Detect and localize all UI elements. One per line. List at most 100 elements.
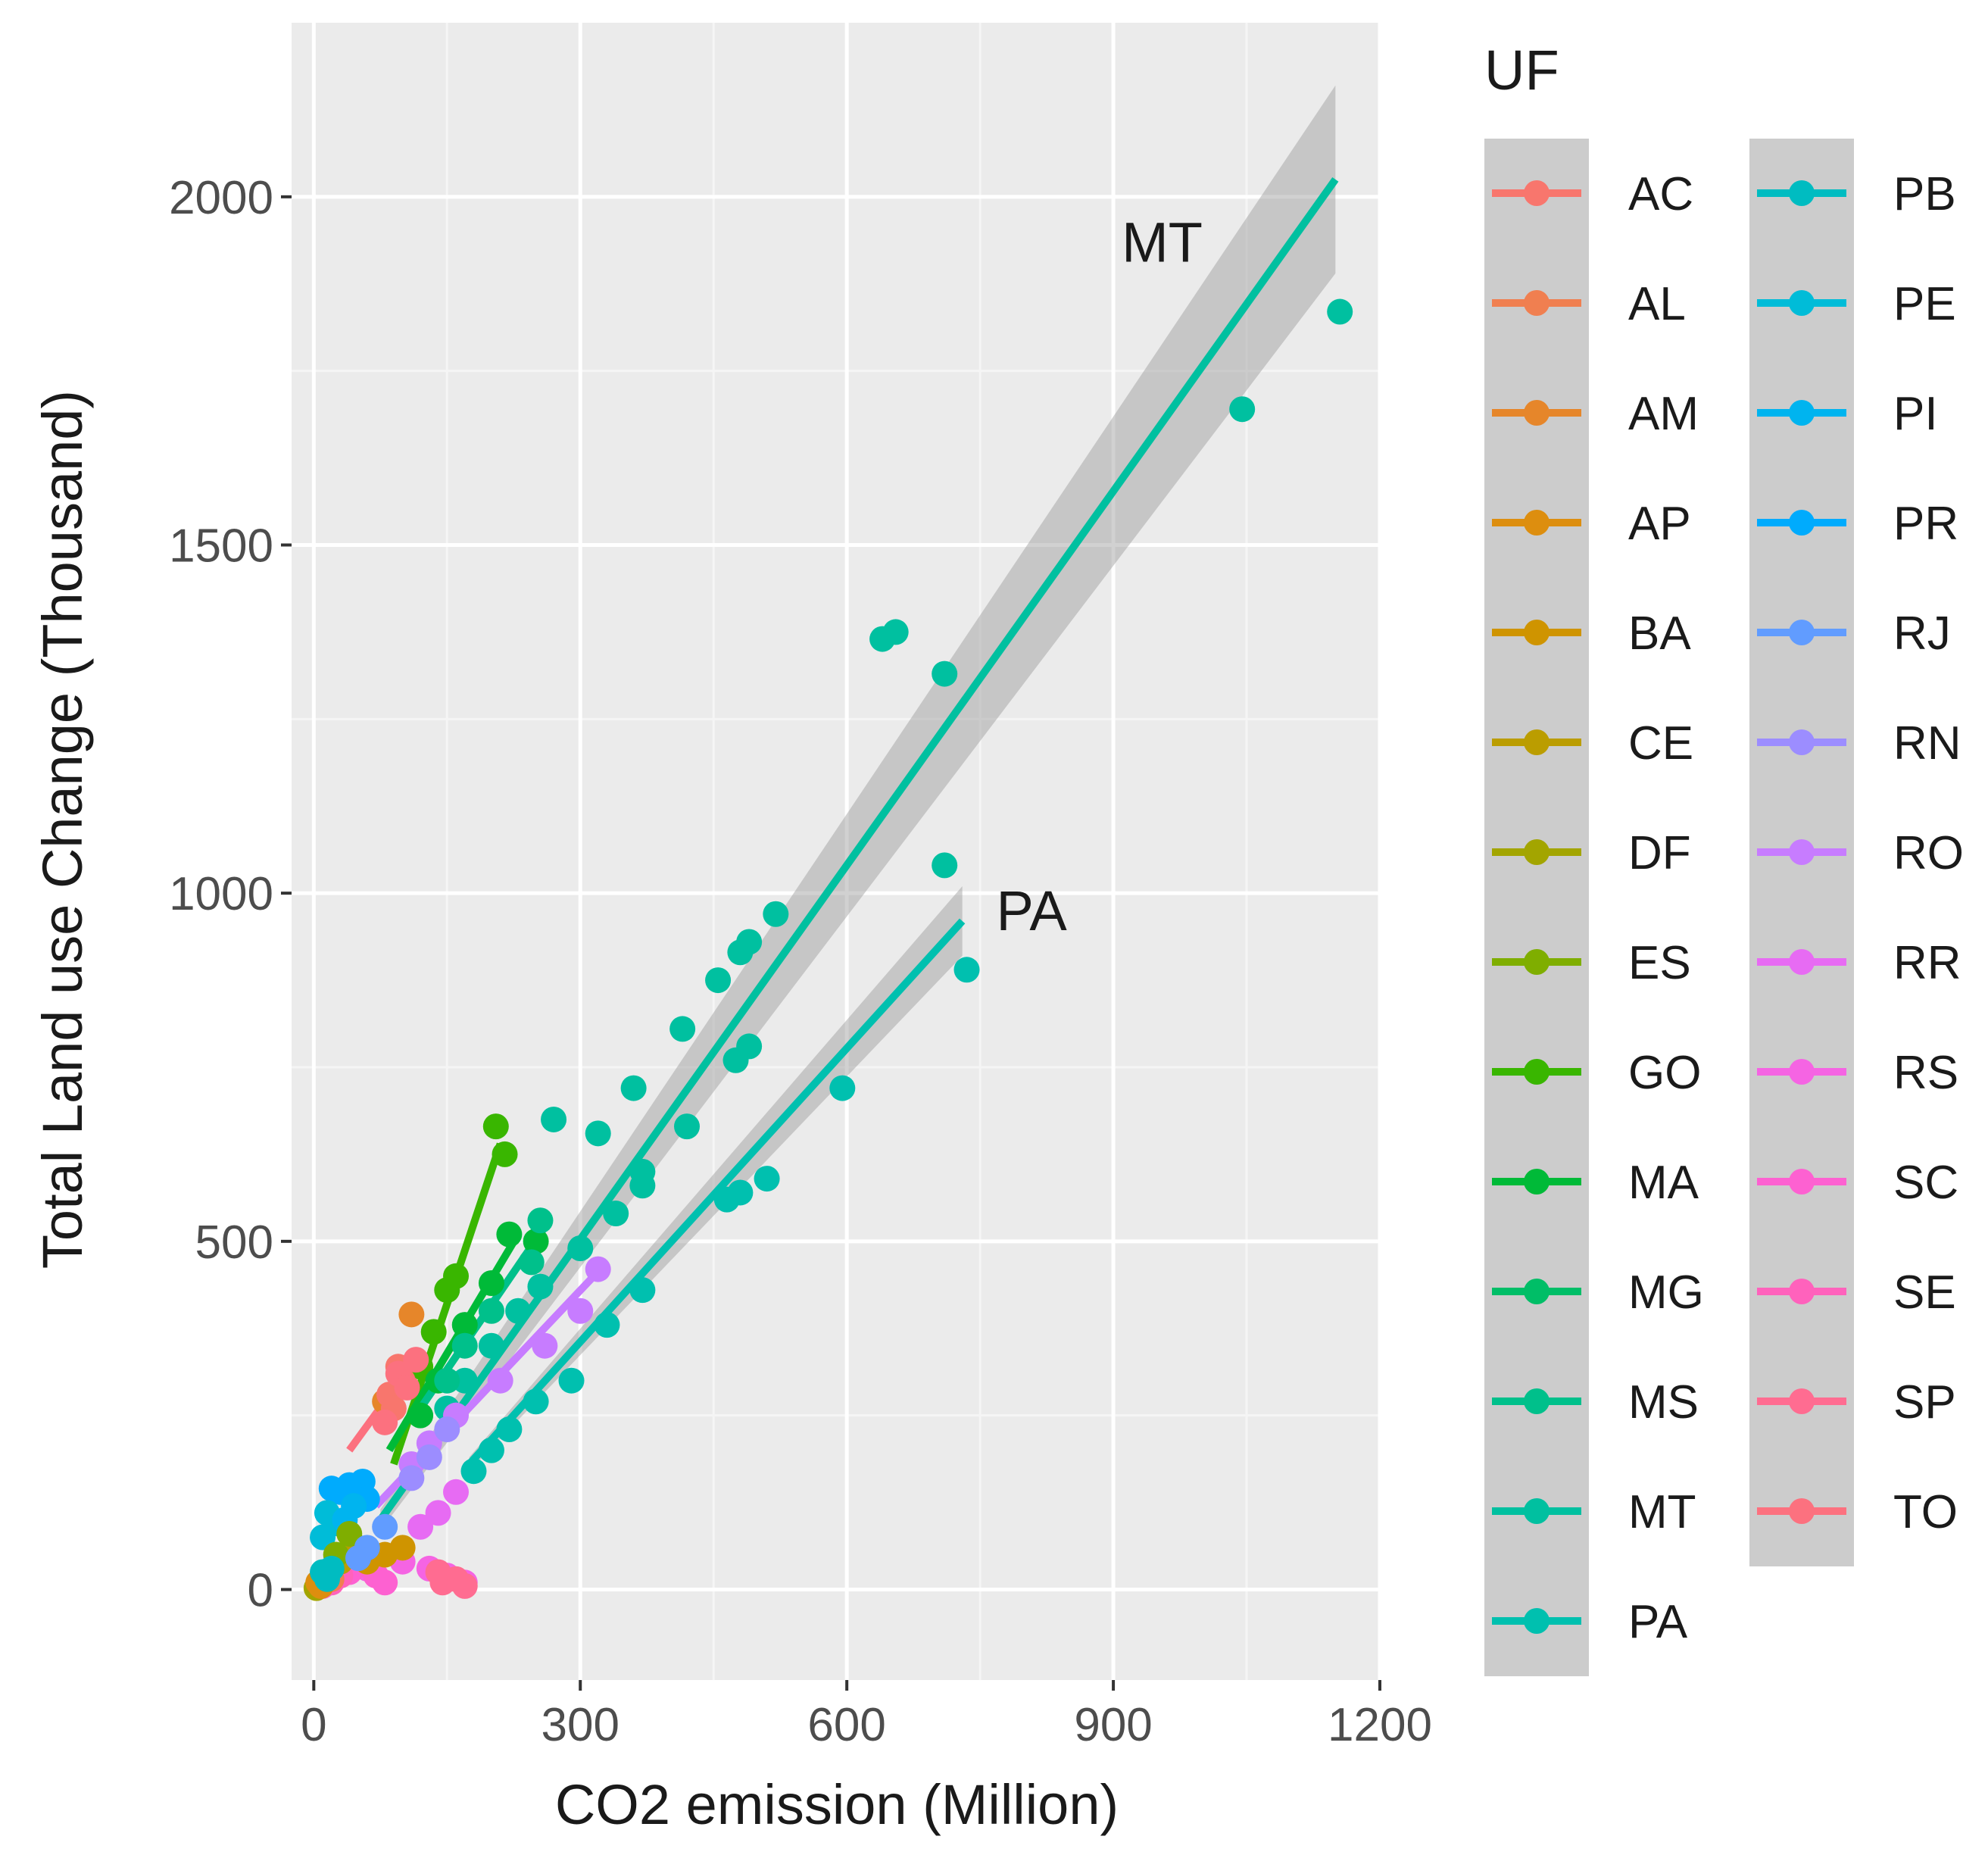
point-mt — [620, 1075, 647, 1101]
legend-key-point — [1524, 949, 1550, 975]
legend-key-point — [1789, 839, 1815, 865]
point-ma — [523, 1228, 549, 1254]
legend-key-point — [1789, 290, 1815, 316]
point-ro — [585, 1256, 611, 1282]
legend-key-point — [1524, 1169, 1550, 1195]
annotations: MT PA — [997, 211, 1203, 943]
legend-label-rj: RJ — [1893, 607, 1951, 660]
y-tick-label: 1500 — [169, 520, 273, 572]
legend-key-point — [1789, 1498, 1815, 1524]
point-mt — [478, 1332, 504, 1359]
data-points — [303, 298, 1353, 1601]
x-tick-label: 300 — [541, 1699, 619, 1751]
legend: UF AC AL AM AP BA CE DF ES GO MA MG MS MT PA PB PE PI PR R… — [1484, 39, 1964, 1676]
x-tick-label: 0 — [301, 1699, 326, 1751]
legend-key-point — [1789, 1279, 1815, 1304]
annotation-pa: PA — [997, 879, 1068, 942]
point-rn — [434, 1416, 460, 1443]
major-gridlines — [292, 23, 1382, 1680]
x-axis-ticks: 0 300 600 900 1200 — [301, 1680, 1432, 1751]
legend-title: UF — [1484, 39, 1559, 101]
point-mt — [1327, 298, 1353, 325]
legend-label-am: AM — [1628, 388, 1699, 440]
legend-label-pb: PB — [1893, 168, 1956, 220]
point-mt — [1229, 396, 1256, 423]
legend-label-pa: PA — [1628, 1596, 1688, 1648]
legend-label-mg: MG — [1628, 1266, 1704, 1319]
legend-label-ms: MS — [1628, 1376, 1699, 1429]
legend-label-df: DF — [1628, 827, 1691, 879]
point-to — [403, 1347, 429, 1373]
point-pa — [713, 1186, 740, 1213]
point-pa — [829, 1075, 856, 1101]
point-mt — [541, 1106, 567, 1132]
point-ma — [451, 1312, 478, 1338]
point-to — [394, 1374, 420, 1401]
point-ms — [527, 1207, 554, 1234]
point-mt — [932, 852, 958, 879]
legend-key-point — [1789, 510, 1815, 536]
point-mt — [527, 1273, 554, 1300]
point-rj — [372, 1513, 398, 1540]
legend-key-point — [1789, 1169, 1815, 1195]
point-ms — [451, 1332, 478, 1359]
legend-key-point — [1524, 620, 1550, 645]
legend-key-point — [1524, 510, 1550, 536]
legend-key-point — [1524, 180, 1550, 206]
legend-key-point — [1789, 400, 1815, 426]
point-pa — [558, 1367, 585, 1394]
legend-key-point — [1789, 180, 1815, 206]
point-rn — [416, 1444, 442, 1470]
point-go — [482, 1113, 509, 1140]
point-sp — [425, 1559, 451, 1585]
point-mt — [451, 1367, 478, 1394]
point-to — [372, 1409, 398, 1435]
point-mt — [669, 1016, 696, 1042]
legend-key-point — [1524, 729, 1550, 755]
point-ma — [496, 1221, 523, 1248]
legend-label-ce: CE — [1628, 717, 1693, 770]
point-rr — [443, 1479, 470, 1505]
y-tick-label: 2000 — [169, 172, 273, 224]
point-mt — [629, 1173, 656, 1199]
legend-label-mt: MT — [1628, 1486, 1696, 1538]
point-ro — [532, 1332, 558, 1359]
y-tick-label: 0 — [248, 1564, 273, 1616]
point-ms — [478, 1298, 504, 1324]
point-ma — [407, 1402, 434, 1429]
legend-label-al: AL — [1628, 278, 1686, 330]
point-es — [336, 1520, 363, 1547]
legend-key-point — [1524, 1388, 1550, 1414]
point-pb — [314, 1566, 340, 1592]
point-mt — [722, 1047, 749, 1073]
point-mt — [705, 967, 732, 994]
legend-key-point — [1524, 1059, 1550, 1085]
legend-label-se: SE — [1893, 1266, 1956, 1319]
point-sc — [372, 1569, 398, 1596]
legend-key-point — [1524, 290, 1550, 316]
regression-line-pa — [466, 918, 966, 1467]
point-mt — [567, 1235, 594, 1262]
x-axis-label: CO2 emission (Million) — [555, 1773, 1119, 1836]
point-pa — [629, 1277, 656, 1304]
legend-key-point — [1789, 1059, 1815, 1085]
point-ms — [434, 1367, 460, 1394]
point-pa — [523, 1388, 549, 1415]
legend-label-to: TO — [1893, 1486, 1958, 1538]
point-sp — [451, 1572, 478, 1599]
point-pe — [310, 1524, 336, 1551]
legend-key-point — [1789, 1388, 1815, 1414]
legend-label-rr: RR — [1893, 937, 1961, 989]
legend-label-ap: AP — [1628, 498, 1691, 550]
point-pa — [594, 1312, 620, 1338]
point-mt — [505, 1298, 532, 1324]
point-mt — [727, 939, 754, 966]
point-ma — [478, 1269, 504, 1296]
point-mt — [603, 1201, 629, 1227]
point-rr — [407, 1513, 434, 1540]
x-tick-label: 600 — [807, 1699, 885, 1751]
point-mt — [674, 1113, 701, 1140]
legend-label-rs: RS — [1893, 1047, 1958, 1099]
point-pa — [953, 957, 980, 983]
